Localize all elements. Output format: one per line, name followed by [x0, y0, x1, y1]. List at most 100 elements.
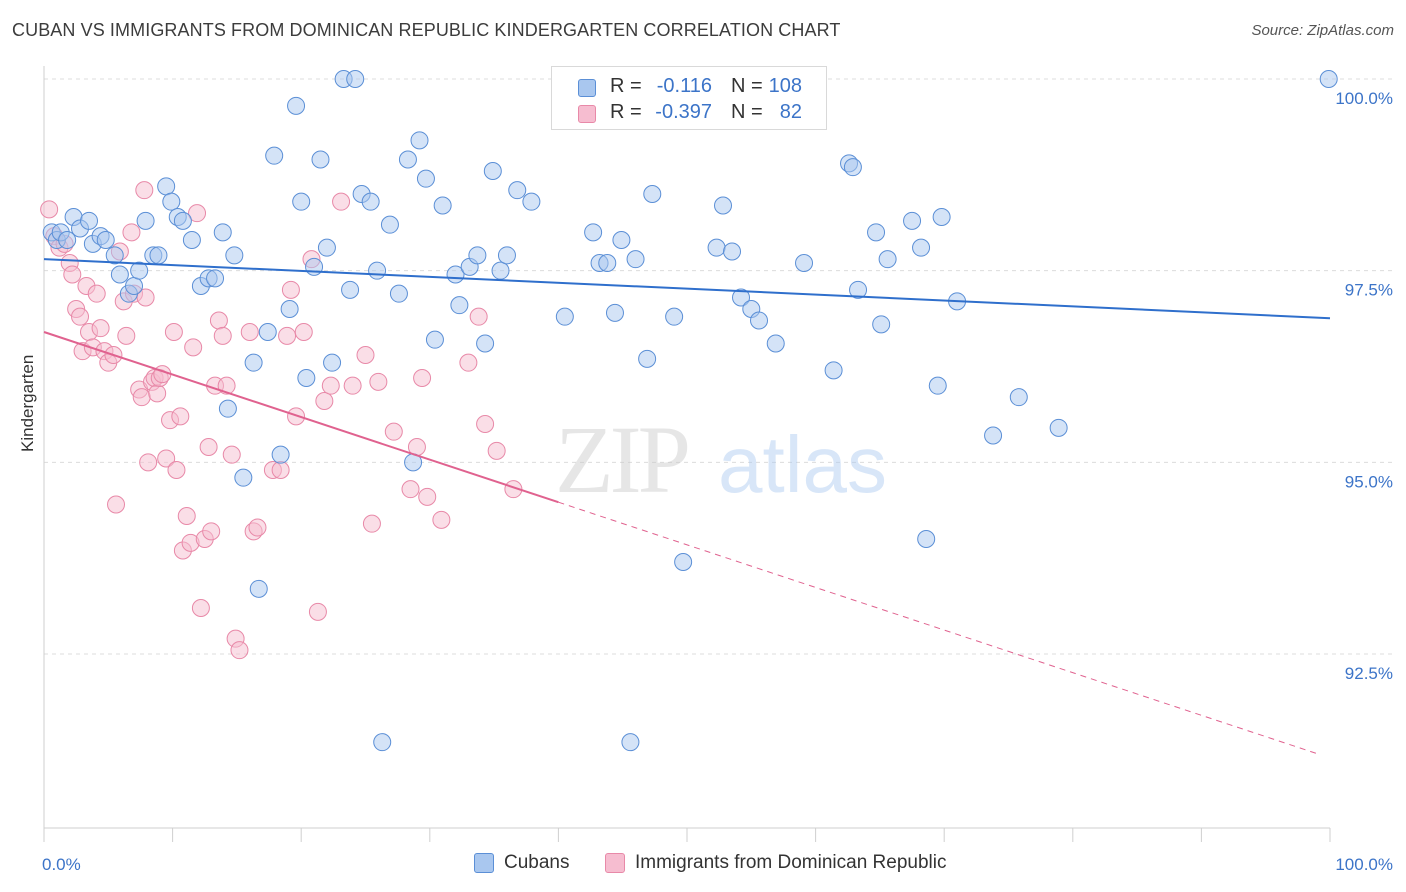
dominican-point [369, 372, 388, 391]
cuban-point [476, 334, 495, 353]
legend-r-label: R = [610, 101, 642, 123]
cuban-point [621, 733, 640, 752]
cuban-point [218, 399, 237, 418]
cuban-point [626, 250, 645, 269]
cuban-point [287, 96, 306, 115]
axes [43, 66, 1331, 842]
dominican-point [308, 602, 327, 621]
cuban-point [80, 211, 99, 230]
legend-n-label: N = [731, 75, 763, 97]
cuban-point [491, 261, 510, 280]
cuban-point [265, 146, 284, 165]
cuban-point [917, 530, 936, 548]
cuban-point [450, 296, 469, 315]
cuban-point [714, 196, 733, 215]
cuban-point [598, 254, 617, 272]
dominican-point [71, 307, 90, 326]
legend-label-cubans: Cubans [504, 852, 570, 873]
cuban-point [105, 246, 124, 265]
cuban-point [271, 445, 290, 464]
cuban-point [750, 311, 769, 330]
dominican-point [217, 376, 236, 395]
cuban-point [323, 353, 342, 372]
dominican-point [177, 507, 196, 525]
dominican-point [191, 599, 210, 617]
dominican-point [240, 323, 259, 341]
cuban-point [483, 162, 502, 180]
cuban-point [912, 238, 931, 257]
cuban-point [1319, 70, 1338, 88]
cuban-point [249, 579, 268, 598]
cuban-point [96, 231, 115, 249]
y-axis-label: Kindergarten [18, 354, 37, 452]
cuban-point [605, 303, 624, 322]
dominican-point [202, 522, 221, 541]
cuban-point [410, 131, 429, 150]
cuban-point [849, 280, 868, 299]
cuban-point [872, 315, 891, 334]
cuban-point [280, 300, 299, 318]
series-cubans-points [42, 70, 1338, 752]
legend-n-label: N = [731, 101, 763, 123]
cuban-point [723, 242, 742, 261]
cubans-trend-line [43, 258, 1331, 320]
tick-labels: 92.5% 95.0% 97.5% 100.0% 0.0% 100.0% [42, 89, 1393, 874]
cuban-point [643, 185, 662, 203]
legend-row-dominican: R = -0.397 N = 82 [552, 101, 826, 127]
legend-n-value: 108 [768, 75, 802, 97]
legend-swatch-dominican [578, 105, 596, 123]
cuban-point [206, 269, 225, 288]
dominican-point [148, 384, 167, 403]
cuban-point [867, 223, 886, 242]
cuban-point [130, 261, 149, 280]
cuban-point [162, 192, 181, 211]
cuban-point [932, 208, 951, 226]
dominican-point [40, 200, 59, 219]
stats-legend: R = -0.116 N = 108 R = -0.397 N = 82 [551, 66, 827, 130]
cuban-point [425, 330, 444, 349]
y-tick-label: 95.0% [1345, 472, 1393, 491]
cuban-point [125, 277, 144, 295]
dominican-point [278, 326, 297, 345]
cuban-point [368, 261, 387, 280]
cuban-point [584, 223, 603, 242]
y-tick-label: 97.5% [1345, 281, 1393, 300]
cuban-point [433, 196, 452, 215]
dominican-point [117, 326, 136, 345]
cuban-point [157, 177, 176, 196]
cuban-point [292, 192, 311, 211]
y-tick-label: 100.0% [1335, 89, 1393, 108]
cuban-point [346, 70, 365, 88]
dominican-point [343, 376, 362, 395]
dominican-point [222, 445, 241, 464]
cuban-point [398, 150, 417, 169]
cuban-point [522, 192, 541, 211]
legend-r-value: -0.397 [655, 101, 712, 123]
cuban-point [665, 307, 684, 326]
dominican-point [332, 192, 351, 211]
dominican-point [135, 181, 154, 200]
watermark: ZIP atlas [555, 406, 887, 513]
trend-lines [43, 258, 1331, 755]
cuban-point [149, 246, 168, 265]
dominican-point [281, 280, 300, 299]
source-label: Source: ZipAtlas.com [1251, 22, 1394, 39]
cuban-point [612, 231, 631, 249]
dominican-point [63, 265, 82, 284]
cuban-point [110, 265, 129, 284]
dominican-point [157, 449, 176, 468]
cuban-point [225, 246, 244, 265]
dominican-point [432, 510, 451, 529]
cuban-point [468, 246, 487, 265]
dominican-trend-line [43, 331, 559, 504]
cuban-point [136, 211, 155, 230]
legend-label-dominican: Immigrants from Dominican Republic [635, 852, 947, 873]
legend-swatch-cubans [578, 79, 596, 97]
dominican-point [209, 311, 228, 330]
dominican-point [487, 441, 506, 460]
dominican-point [184, 338, 203, 357]
dominican-point [87, 284, 106, 303]
cuban-point [555, 307, 574, 326]
cuban-point [903, 211, 922, 230]
dominican-point [271, 461, 290, 479]
